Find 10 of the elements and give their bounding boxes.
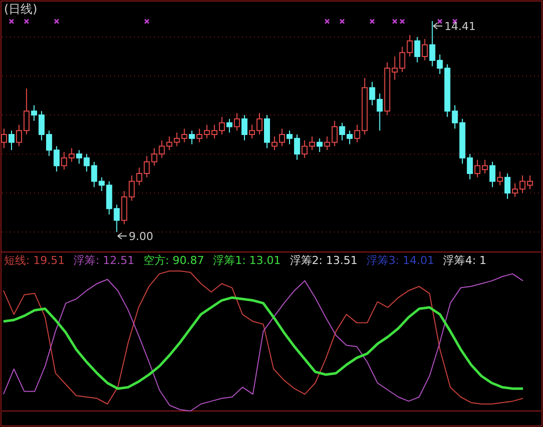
annotation: 9.00 xyxy=(128,230,154,243)
chart-title: (日线) xyxy=(4,2,38,16)
text: 浮筹3: 14.01 xyxy=(366,254,434,267)
text: 浮筹2: 13.51 xyxy=(290,254,358,267)
annotation: 14.41 xyxy=(444,20,476,33)
text: 短线: 19.51 xyxy=(4,254,65,267)
text: 空方: 90.87 xyxy=(143,254,204,267)
text: 浮筹: 12.51 xyxy=(74,254,134,267)
text: 浮筹4: 1 xyxy=(443,254,486,267)
text: 浮筹1: 13.01 xyxy=(213,254,281,267)
